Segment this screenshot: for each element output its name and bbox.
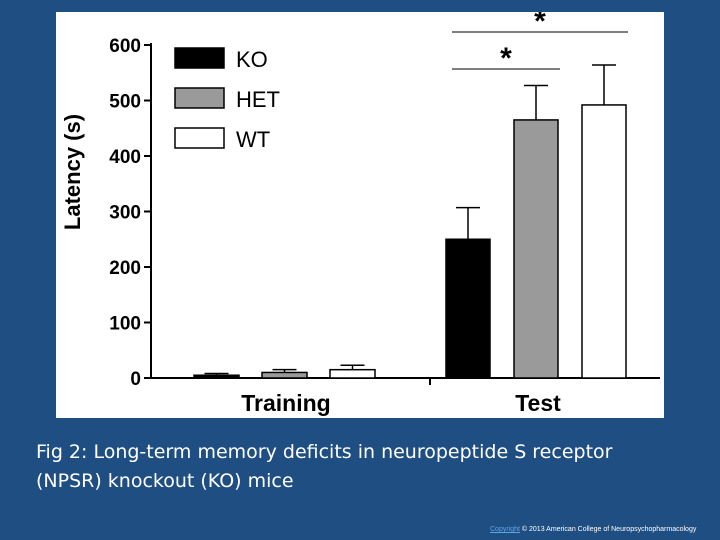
bar-het-test — [513, 119, 559, 379]
chart-panel: 0 100 200 300 400 500 600 Training Test KO HET WT… — [56, 12, 664, 418]
y-tick-label: 0 — [130, 369, 141, 390]
y-tick-label: 600 — [109, 36, 141, 57]
y-axis: 0 100 200 300 400 500 600 — [109, 36, 152, 390]
x-axis: Training Test — [144, 377, 660, 416]
y-tick-label: 300 — [109, 203, 141, 224]
bar-het-training — [261, 371, 308, 379]
bar-chart: 0 100 200 300 400 500 600 Training Test KO HET WT… — [60, 12, 660, 416]
legend-label-wt: WT — [236, 127, 270, 152]
bar-wt-training — [329, 368, 376, 379]
bar-ko-training — [193, 374, 240, 379]
y-axis-label: Latency (s) — [60, 114, 85, 230]
legend: KO HET WT — [174, 47, 280, 152]
x-tick-label: Test — [515, 390, 561, 416]
copyright-text: © 2013 American College of Neuropsychoph… — [521, 526, 697, 533]
legend-label-het: HET — [236, 87, 280, 112]
y-tick-label: 200 — [109, 258, 141, 279]
legend-swatch-het — [174, 87, 225, 109]
legend-swatch-wt — [174, 127, 225, 149]
significance-star: * — [500, 42, 512, 75]
y-tick-label: 400 — [109, 147, 141, 168]
bar-wt-test — [581, 104, 627, 379]
significance-star: * — [534, 12, 546, 38]
bars — [193, 64, 627, 379]
legend-label-ko: KO — [236, 47, 268, 72]
legend-swatch-ko — [174, 47, 225, 69]
copyright-footer: Copyright © 2013 American College of Neu… — [490, 526, 715, 533]
figure-caption: Fig 2: Long-term memory deficits in neur… — [36, 441, 613, 492]
significance-markers: ** — [452, 12, 628, 75]
y-tick-label: 500 — [109, 92, 141, 113]
x-tick-label: Training — [241, 390, 330, 416]
bar-ko-test — [445, 238, 491, 379]
y-tick-label: 100 — [109, 314, 141, 335]
copyright-link[interactable]: Copyright — [490, 526, 520, 533]
